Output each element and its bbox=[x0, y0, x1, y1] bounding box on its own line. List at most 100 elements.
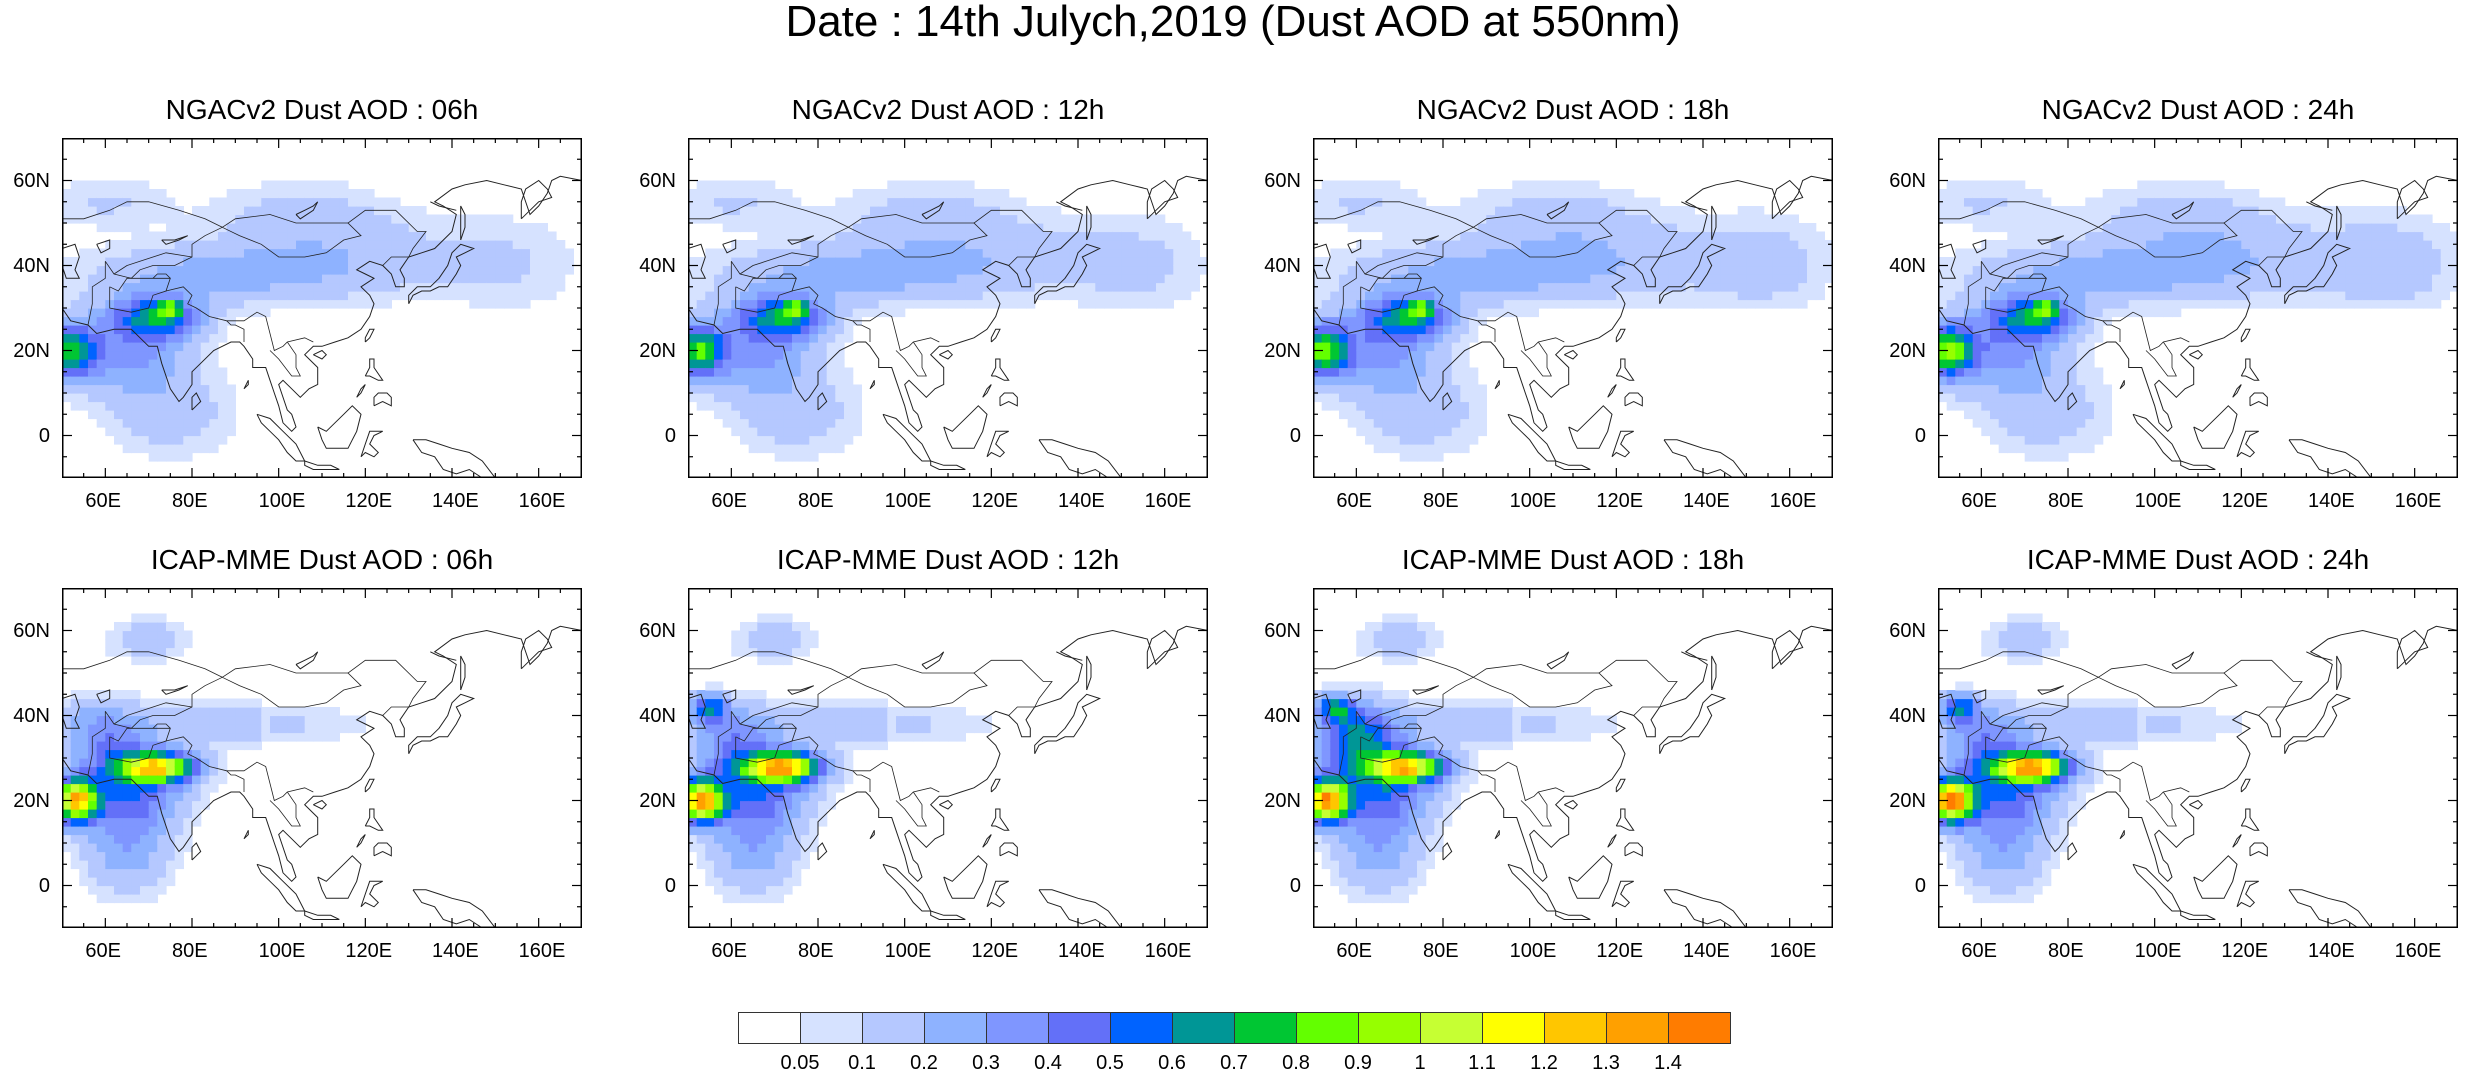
lat-tick-label: 60N bbox=[1264, 170, 1301, 192]
map-svg bbox=[62, 588, 582, 928]
lon-tick-label: 120E bbox=[1596, 940, 1643, 962]
lon-tick-label: 60E bbox=[711, 940, 747, 962]
map-panel bbox=[688, 138, 1208, 478]
lat-tick-label: 20N bbox=[1889, 340, 1926, 362]
lon-tick-label: 60E bbox=[1961, 490, 1997, 512]
lat-tick-label: 20N bbox=[13, 340, 50, 362]
lon-tick-label: 140E bbox=[1683, 940, 1730, 962]
map-panel bbox=[1938, 138, 2458, 478]
lon-tick-label: 140E bbox=[432, 940, 479, 962]
lat-tick-label: 40N bbox=[13, 705, 50, 727]
lon-tick-label: 100E bbox=[2135, 940, 2182, 962]
colorbar-cell bbox=[1172, 1012, 1235, 1044]
dust-field bbox=[688, 614, 992, 904]
lat-tick-label: 0 bbox=[1290, 425, 1301, 447]
colorbar-cell bbox=[1544, 1012, 1607, 1044]
dust-field bbox=[1313, 614, 1617, 904]
dust-field bbox=[62, 614, 366, 904]
lon-tick-label: 160E bbox=[2395, 940, 2442, 962]
lat-tick-label: 20N bbox=[1889, 790, 1926, 812]
lon-tick-label: 60E bbox=[1961, 940, 1997, 962]
figure-title: Date : 14th Julych,2019 (Dust AOD at 550… bbox=[0, 0, 2466, 44]
colorbar bbox=[738, 1012, 1730, 1046]
lat-tick-label: 60N bbox=[1889, 170, 1926, 192]
lon-tick-label: 60E bbox=[85, 940, 121, 962]
lat-tick-label: 40N bbox=[639, 705, 676, 727]
lat-tick-label: 60N bbox=[13, 170, 50, 192]
panel-title: NGACv2 Dust AOD : 24h bbox=[1938, 94, 2458, 126]
lon-tick-label: 120E bbox=[2221, 490, 2268, 512]
map-svg bbox=[1938, 138, 2458, 478]
lon-tick-label: 140E bbox=[432, 490, 479, 512]
colorbar-cell bbox=[800, 1012, 863, 1044]
lon-tick-label: 60E bbox=[1336, 940, 1372, 962]
lat-tick-label: 40N bbox=[1889, 705, 1926, 727]
lon-tick-label: 120E bbox=[971, 490, 1018, 512]
lon-tick-label: 100E bbox=[885, 940, 932, 962]
colorbar-cell bbox=[1482, 1012, 1545, 1044]
lon-tick-label: 160E bbox=[519, 940, 566, 962]
lon-tick-label: 160E bbox=[1770, 940, 1817, 962]
lon-tick-label: 120E bbox=[1596, 490, 1643, 512]
map-panel bbox=[1313, 588, 1833, 928]
lat-tick-label: 60N bbox=[639, 620, 676, 642]
lon-tick-label: 120E bbox=[971, 940, 1018, 962]
colorbar-cell bbox=[924, 1012, 987, 1044]
lat-tick-label: 40N bbox=[639, 255, 676, 277]
dust-field bbox=[1938, 614, 2242, 904]
lat-tick-label: 60N bbox=[1264, 620, 1301, 642]
panel-title: NGACv2 Dust AOD : 12h bbox=[688, 94, 1208, 126]
colorbar-cell bbox=[1420, 1012, 1483, 1044]
lon-tick-label: 80E bbox=[172, 940, 208, 962]
lon-tick-label: 160E bbox=[2395, 490, 2442, 512]
lat-tick-label: 0 bbox=[39, 425, 50, 447]
lon-tick-label: 80E bbox=[1423, 940, 1459, 962]
lat-tick-label: 20N bbox=[639, 340, 676, 362]
lon-tick-label: 100E bbox=[259, 940, 306, 962]
colorbar-cell bbox=[1358, 1012, 1421, 1044]
colorbar-cell bbox=[1110, 1012, 1173, 1044]
lon-tick-label: 140E bbox=[2308, 490, 2355, 512]
lat-tick-label: 20N bbox=[639, 790, 676, 812]
lon-tick-label: 160E bbox=[1770, 490, 1817, 512]
lon-tick-label: 100E bbox=[1510, 490, 1557, 512]
map-svg bbox=[1313, 588, 1833, 928]
map-panel bbox=[1313, 138, 1833, 478]
map-svg bbox=[688, 588, 1208, 928]
panel-title: ICAP-MME Dust AOD : 12h bbox=[688, 544, 1208, 576]
colorbar-cell bbox=[1296, 1012, 1359, 1044]
lon-tick-label: 80E bbox=[2048, 940, 2084, 962]
map-svg bbox=[1938, 588, 2458, 928]
lon-tick-label: 100E bbox=[885, 490, 932, 512]
lon-tick-label: 120E bbox=[2221, 940, 2268, 962]
lon-tick-label: 120E bbox=[345, 490, 392, 512]
lat-tick-label: 40N bbox=[1264, 705, 1301, 727]
lat-tick-label: 0 bbox=[665, 425, 676, 447]
map-panel bbox=[1938, 588, 2458, 928]
lon-tick-label: 80E bbox=[798, 940, 834, 962]
colorbar-cell bbox=[1048, 1012, 1111, 1044]
lat-tick-label: 20N bbox=[1264, 340, 1301, 362]
map-panel bbox=[62, 588, 582, 928]
map-svg bbox=[62, 138, 582, 478]
lon-tick-label: 160E bbox=[1145, 940, 1192, 962]
lon-tick-label: 100E bbox=[2135, 490, 2182, 512]
lat-tick-label: 40N bbox=[1889, 255, 1926, 277]
lat-tick-label: 60N bbox=[13, 620, 50, 642]
colorbar-cell bbox=[738, 1012, 801, 1044]
lon-tick-label: 140E bbox=[1058, 490, 1105, 512]
lon-tick-label: 80E bbox=[1423, 490, 1459, 512]
lat-tick-label: 0 bbox=[39, 875, 50, 897]
colorbar-cell bbox=[862, 1012, 925, 1044]
lon-tick-label: 140E bbox=[2308, 940, 2355, 962]
lon-tick-label: 120E bbox=[345, 940, 392, 962]
lon-tick-label: 80E bbox=[798, 490, 834, 512]
map-svg bbox=[1313, 138, 1833, 478]
lat-tick-label: 0 bbox=[1290, 875, 1301, 897]
lon-tick-label: 160E bbox=[519, 490, 566, 512]
lon-tick-label: 100E bbox=[259, 490, 306, 512]
panel-title: ICAP-MME Dust AOD : 06h bbox=[62, 544, 582, 576]
lon-tick-label: 80E bbox=[2048, 490, 2084, 512]
map-panel bbox=[62, 138, 582, 478]
colorbar-cell bbox=[986, 1012, 1049, 1044]
